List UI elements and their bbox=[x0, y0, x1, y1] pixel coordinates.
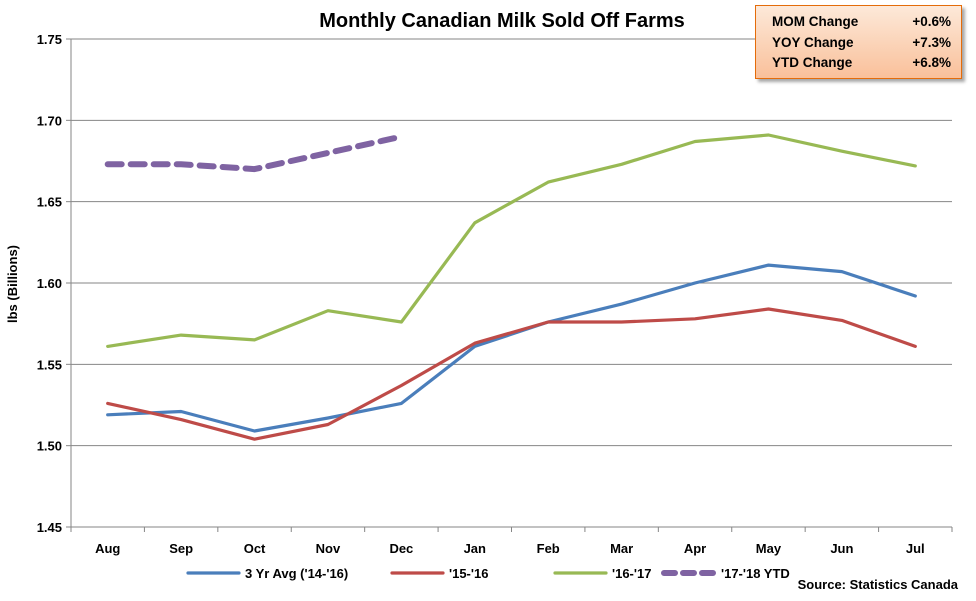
x-tick-label: Dec bbox=[389, 541, 413, 556]
gridlines bbox=[71, 38, 952, 447]
legend-label: '15-'16 bbox=[449, 566, 488, 581]
x-tick-label: Aug bbox=[95, 541, 120, 556]
summary-row-mom: MOM Change +0.6% bbox=[772, 12, 951, 33]
y-tick-label: 1.55 bbox=[37, 357, 62, 372]
x-tick-label: Mar bbox=[610, 541, 633, 556]
x-tick-label: Feb bbox=[537, 541, 560, 556]
x-tick-label: Jul bbox=[906, 541, 925, 556]
legend: 3 Yr Avg ('14-'16) '15-'16 '16-'17 '17-'18 … bbox=[186, 566, 790, 581]
x-tick-label: Nov bbox=[316, 541, 341, 556]
series-line-0 bbox=[106, 263, 917, 433]
x-tick-label: Sep bbox=[169, 541, 193, 556]
series-line-2 bbox=[106, 133, 917, 348]
y-tick-label: 1.65 bbox=[37, 195, 62, 210]
change-summary-box: MOM Change +0.6% YOY Change +7.3% YTD Ch… bbox=[755, 5, 962, 79]
axes bbox=[66, 38, 953, 532]
x-tick-label: Oct bbox=[244, 541, 266, 556]
x-tick-label: Apr bbox=[684, 541, 706, 556]
summary-label: YOY Change bbox=[772, 34, 854, 50]
legend-label: '17-'18 YTD bbox=[721, 566, 790, 581]
legend-label: 3 Yr Avg ('14-'16) bbox=[245, 566, 348, 581]
x-tick-label: Jan bbox=[464, 541, 486, 556]
summary-value: +0.6% bbox=[912, 14, 951, 29]
summary-value: +7.3% bbox=[912, 34, 951, 50]
y-tick-label: 1.75 bbox=[37, 32, 62, 47]
summary-label: MOM Change bbox=[772, 14, 859, 29]
summary-value: +6.8% bbox=[912, 55, 951, 70]
summary-label: YTD Change bbox=[772, 55, 853, 70]
chart-title: Monthly Canadian Milk Sold Off Farms bbox=[319, 10, 685, 32]
series-line-3 bbox=[104, 133, 405, 173]
summary-row-yoy: YOY Change +7.3% bbox=[772, 33, 951, 54]
legend-label: '16-'17 bbox=[612, 566, 651, 581]
y-axis-label: lbs (Billions) bbox=[5, 245, 20, 323]
series-line-1 bbox=[106, 307, 917, 441]
y-tick-label: 1.70 bbox=[37, 113, 62, 128]
source-note: Source: Statistics Canada bbox=[798, 577, 959, 592]
x-axis-ticks: Aug Sep Oct Nov Dec Jan Feb Mar Apr May Jun Jul bbox=[95, 541, 925, 556]
summary-row-ytd: YTD Change +6.8% bbox=[772, 53, 951, 74]
x-tick-label: May bbox=[756, 541, 782, 556]
y-tick-label: 1.60 bbox=[37, 276, 62, 291]
y-tick-label: 1.50 bbox=[37, 439, 62, 454]
y-axis-ticks: 1.45 1.50 1.55 1.60 1.65 1.70 1.75 bbox=[37, 32, 62, 535]
series-lines bbox=[104, 133, 917, 441]
y-tick-label: 1.45 bbox=[37, 520, 62, 535]
x-tick-label: Jun bbox=[830, 541, 853, 556]
